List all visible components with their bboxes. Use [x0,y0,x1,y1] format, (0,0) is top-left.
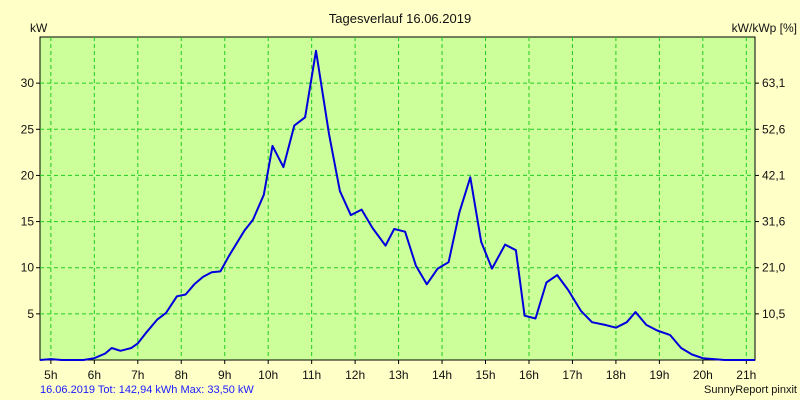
y-axis-left-ticks: 5 10 15 20 25 30 [21,76,40,321]
x-tick-label: 20h [693,368,713,382]
x-tick-label: 13h [389,368,409,382]
x-tick-label: 18h [606,368,626,382]
x-tick-label: 16h [519,368,539,382]
y-tick-label-left: 10 [21,261,35,275]
y-tick-label-left: 25 [21,122,35,136]
y-tick-label-right: 21,0 [762,261,786,275]
y-tick-label-right: 42,1 [762,168,786,182]
x-tick-label: 9h [218,368,231,382]
x-tick-label: 11h [302,368,321,382]
y-tick-label-left: 5 [27,307,34,321]
y-tick-label-left: 30 [21,76,35,90]
y-tick-label-right: 31,6 [762,215,786,229]
x-tick-label: 15h [476,368,496,382]
footer-credit: SunnyReport pinxit [704,384,797,396]
x-tick-label: 10h [258,368,278,382]
y-tick-label-left: 20 [21,168,35,182]
x-tick-label: 6h [88,368,101,382]
y-tick-label-right: 52,6 [762,122,786,136]
x-axis-ticks: 5h 6h 7h 8h 9h 10h 11h 12h 13h 14h 15h 16h 17h 18h 19h… [44,360,756,382]
x-tick-label: 19h [649,368,669,382]
y-tick-label-right: 10,5 [762,307,786,321]
x-tick-label: 14h [432,368,452,382]
x-tick-label: 5h [44,368,57,382]
chart-title: Tagesverlauf 16.06.2019 [329,11,471,26]
y-axis-right-label: kW/kWp [%] [732,21,797,35]
footer-summary: 16.06.2019 Tot: 142,94 kWh Max: 33,50 kW [40,384,254,396]
plot-area [39,36,756,361]
grid [40,37,755,360]
y-tick-label-right: 63,1 [762,76,786,90]
x-tick-label: 7h [131,368,144,382]
y-axis-right-ticks: 10,5 21,0 31,6 42,1 52,6 63,1 [755,76,786,321]
y-axis-left-label: kW [30,21,48,35]
x-tick-label: 21h [736,368,756,382]
x-tick-label: 17h [562,368,582,382]
y-tick-label-left: 15 [21,215,35,229]
x-tick-label: 12h [345,368,365,382]
x-tick-label: 8h [175,368,188,382]
series-line-leistung [39,49,755,361]
